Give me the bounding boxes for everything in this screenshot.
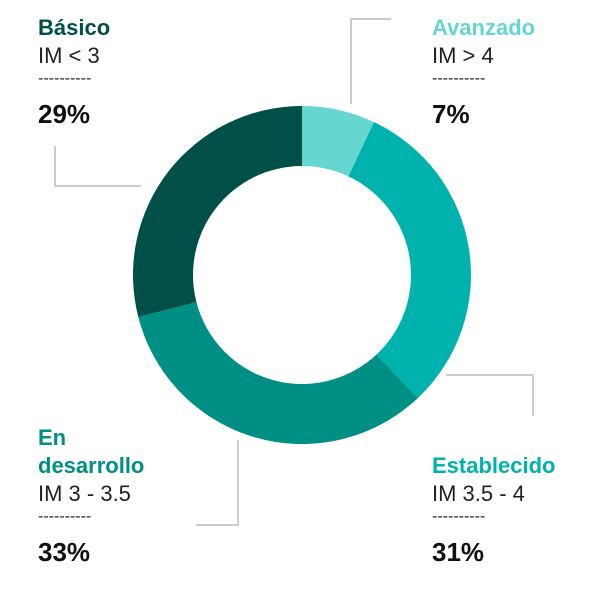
label-establecido-range: IM 3.5 - 4 (432, 481, 525, 506)
label-en-desarrollo-range: IM 3 - 3.5 (38, 481, 131, 506)
label-en-desarrollo-percent: 33% (38, 537, 91, 567)
leader-line-en-desarrollo (196, 440, 239, 526)
label-en-desarrollo-name-line1: En (38, 425, 67, 450)
label-en-desarrollo: En desarrollo IM 3 - 3.5 ---------- 33% (38, 425, 145, 567)
slice-b-sico (133, 106, 302, 318)
label-en-desarrollo-name-line2: desarrollo (38, 453, 145, 478)
slice-en-desarrollo (138, 302, 418, 444)
label-avanzado: Avanzado IM > 4 ---------- 7% (432, 15, 536, 129)
donut-slices (133, 106, 471, 444)
label-establecido-percent: 31% (432, 537, 485, 567)
label-basico: Básico IM < 3 ---------- 29% (38, 15, 111, 129)
leader-line-avanzado (350, 18, 391, 104)
leader-line-establecido (446, 374, 534, 416)
label-en-desarrollo-separator: ---------- (38, 508, 92, 525)
label-avanzado-name: Avanzado (432, 15, 536, 40)
label-avanzado-range: IM > 4 (432, 43, 494, 68)
label-avanzado-percent: 7% (432, 99, 470, 129)
label-establecido-separator: ---------- (432, 508, 486, 525)
label-basico-name: Básico (38, 15, 111, 40)
label-basico-range: IM < 3 (38, 43, 100, 68)
label-establecido: Establecido IM 3.5 - 4 ---------- 31% (432, 453, 556, 567)
label-basico-percent: 29% (38, 99, 91, 129)
slice-avanzado (302, 106, 374, 177)
leader-lines (54, 18, 534, 526)
label-establecido-name: Establecido (432, 453, 556, 478)
label-basico-separator: ---------- (38, 70, 92, 87)
slice-establecido (348, 122, 471, 399)
label-avanzado-separator: ---------- (432, 70, 486, 87)
leader-line-basico (54, 146, 141, 187)
